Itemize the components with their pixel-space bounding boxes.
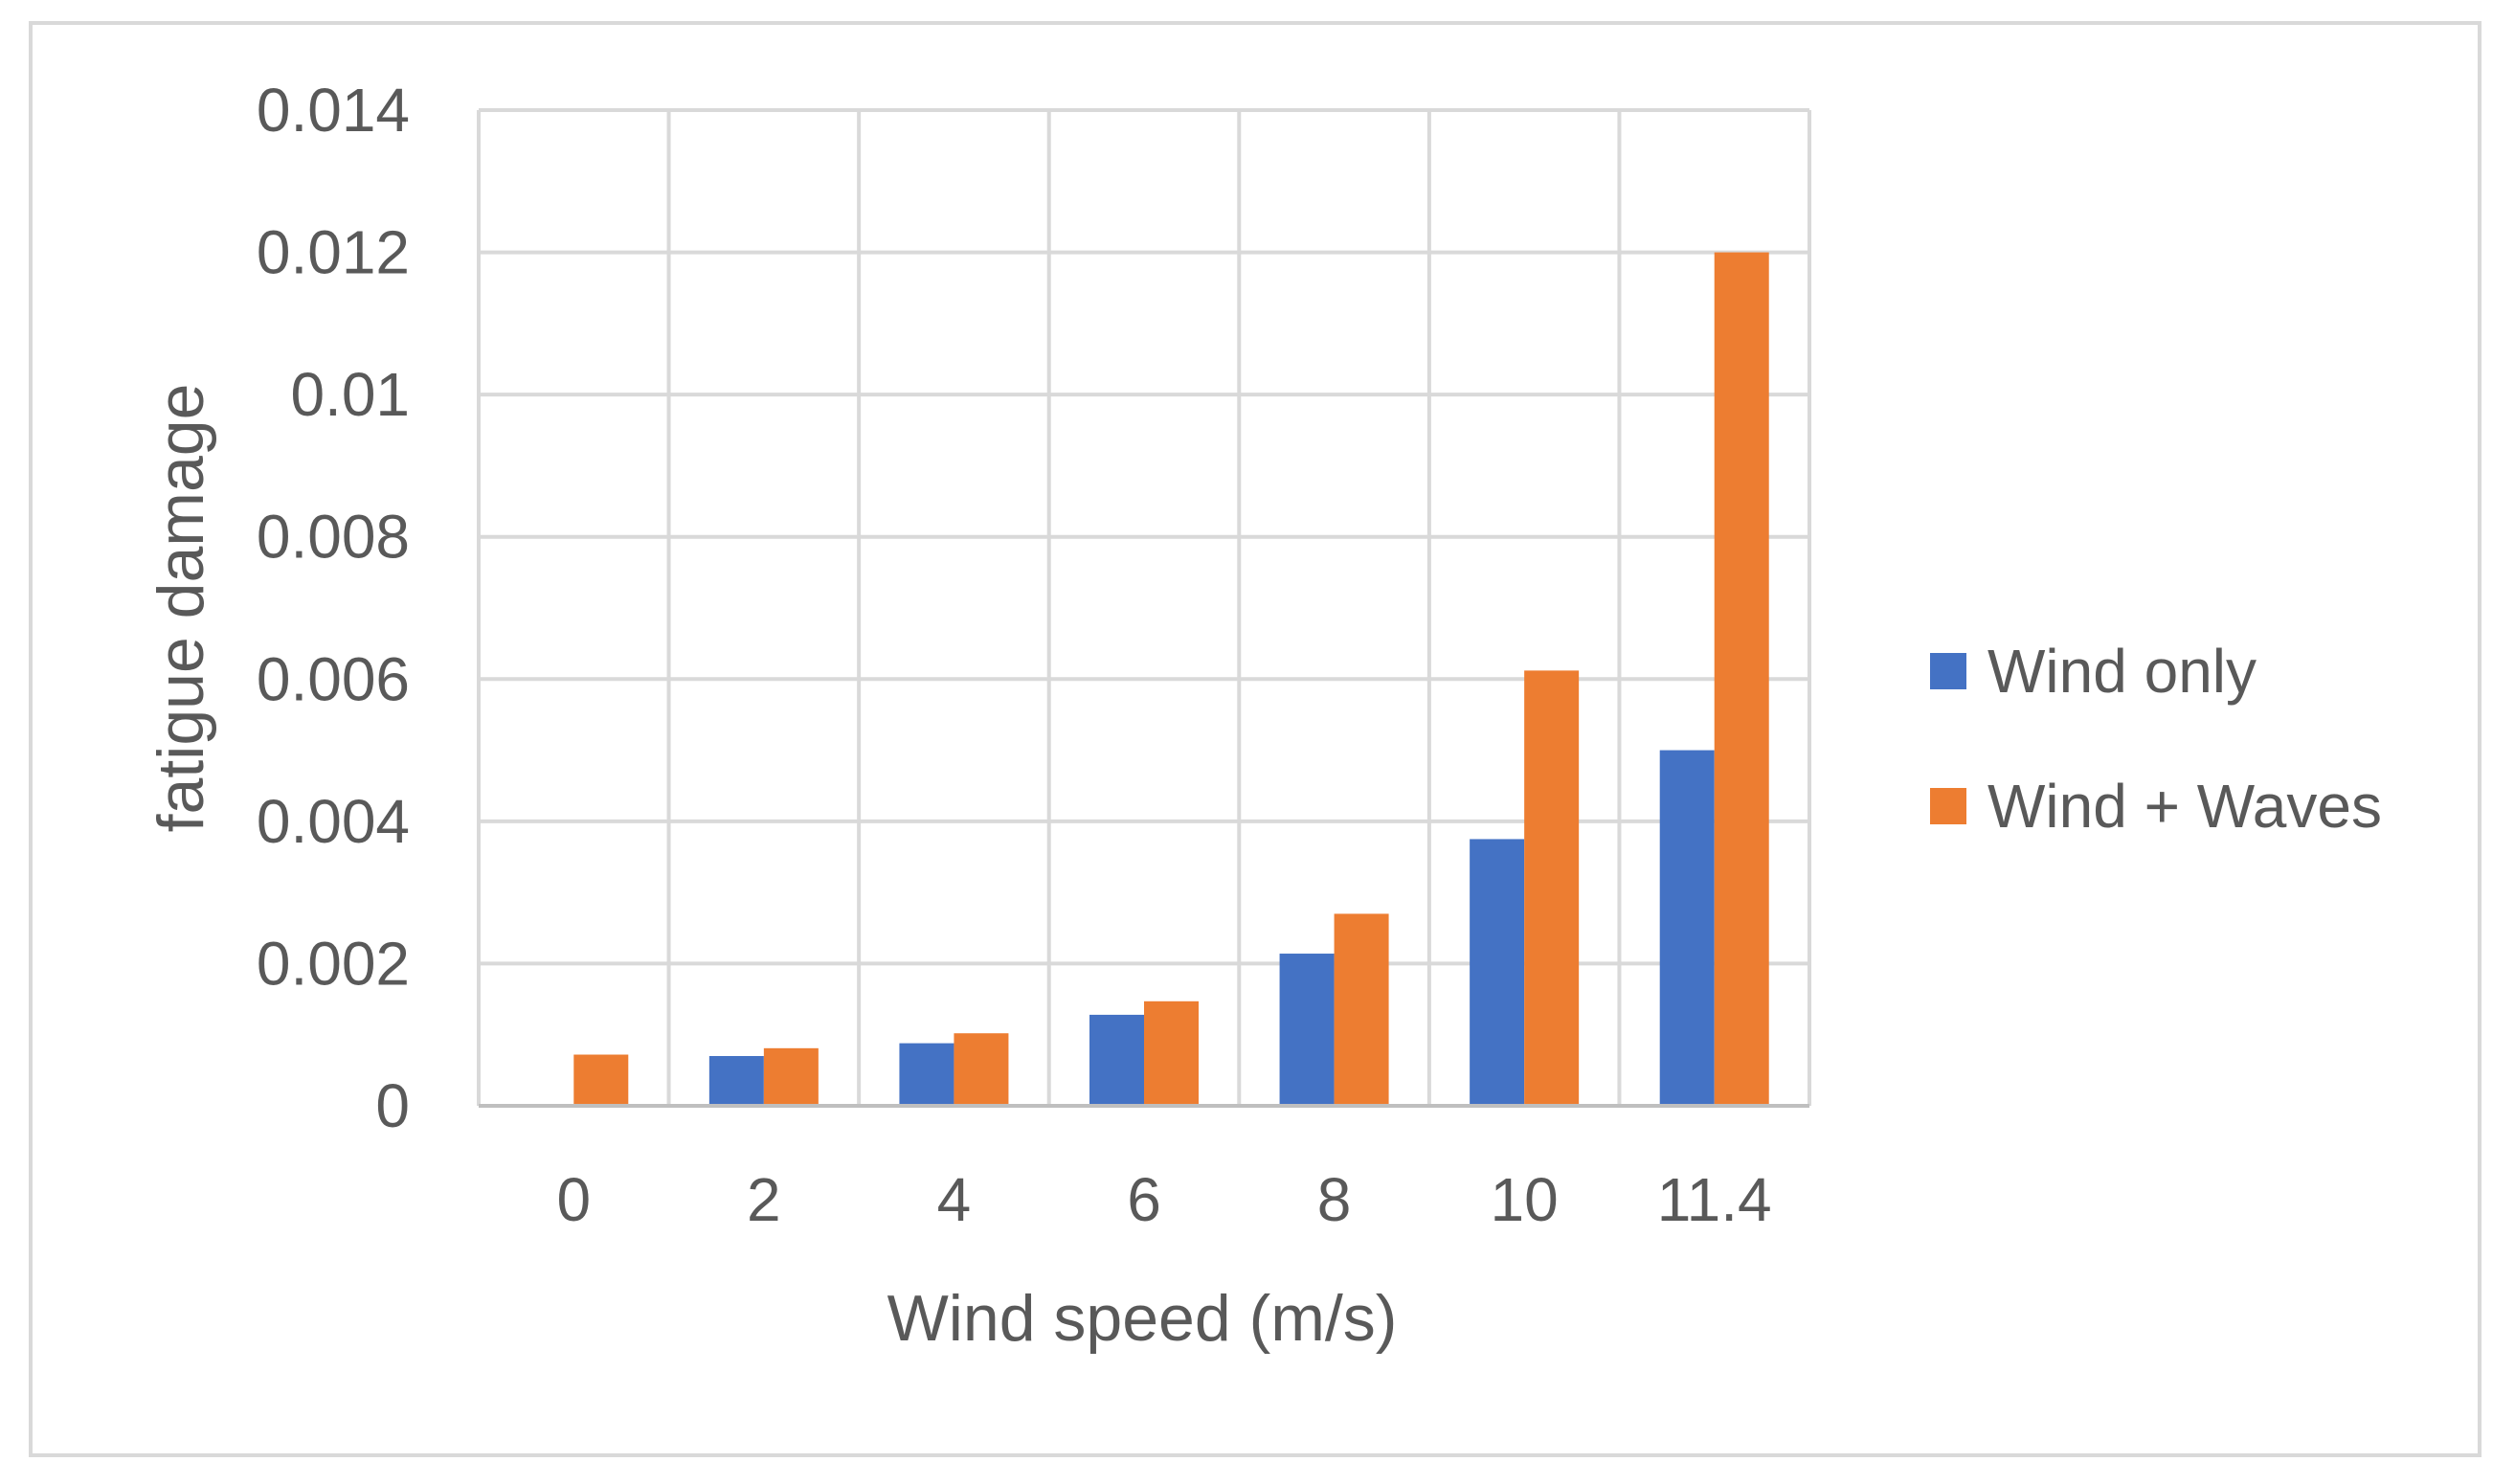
y-tick-label: 0	[375, 1071, 410, 1140]
chart-frame	[29, 21, 2481, 1457]
x-tick-label: 8	[1317, 1165, 1352, 1234]
y-tick-label: 0.004	[257, 787, 410, 856]
bar-wind-waves	[763, 1047, 819, 1106]
bar-wind-waves	[1714, 252, 1769, 1107]
bar-wind-only	[899, 1043, 954, 1106]
legend-label-wind-only: Wind only	[1987, 637, 2257, 706]
legend-swatch-wind-waves	[1930, 788, 1966, 824]
bar-wind-waves	[1334, 913, 1389, 1106]
y-tick-label: 0.014	[257, 76, 410, 145]
bar-wind-only	[1089, 1014, 1144, 1106]
legend: Wind only Wind + Waves	[1930, 637, 2382, 841]
x-axis-title: Wind speed (m/s)	[887, 1282, 1398, 1355]
bars-layer	[573, 252, 1769, 1107]
legend-swatch-wind-only	[1930, 653, 1966, 689]
y-tick-label: 0.012	[257, 218, 410, 287]
x-tick-label: 6	[1127, 1165, 1161, 1234]
bar-wind-only	[1659, 750, 1715, 1106]
bar-wind-only	[1279, 954, 1335, 1106]
legend-label-wind-waves: Wind + Waves	[1987, 772, 2382, 841]
bar-wind-waves	[1144, 1001, 1199, 1106]
grid-layer	[477, 108, 1811, 1106]
y-axis-title: fatigue damage	[145, 384, 217, 833]
x-tick-label: 11.4	[1657, 1165, 1772, 1234]
x-tick-label: 0	[556, 1165, 591, 1234]
y-tick-label: 0.006	[257, 644, 410, 713]
bar-wind-waves	[954, 1033, 1009, 1106]
bar-wind-only	[1470, 839, 1525, 1106]
bar-wind-waves	[1524, 670, 1580, 1106]
y-tick-label: 0.008	[257, 503, 410, 572]
x-tick-label: 10	[1491, 1165, 1559, 1234]
y-tick-label: 0.002	[257, 929, 410, 998]
bar-wind-waves	[573, 1054, 629, 1106]
y-tick-label: 0.01	[290, 360, 410, 429]
x-tick-label: 4	[937, 1165, 972, 1234]
x-tick-labels: 0 2 4 6 8 10 11.4	[556, 1165, 1771, 1234]
y-tick-labels: 0 0.002 0.004 0.006 0.008 0.01 0.012 0.014	[257, 76, 410, 1140]
x-tick-label: 2	[747, 1165, 781, 1234]
bar-wind-only	[708, 1056, 764, 1106]
